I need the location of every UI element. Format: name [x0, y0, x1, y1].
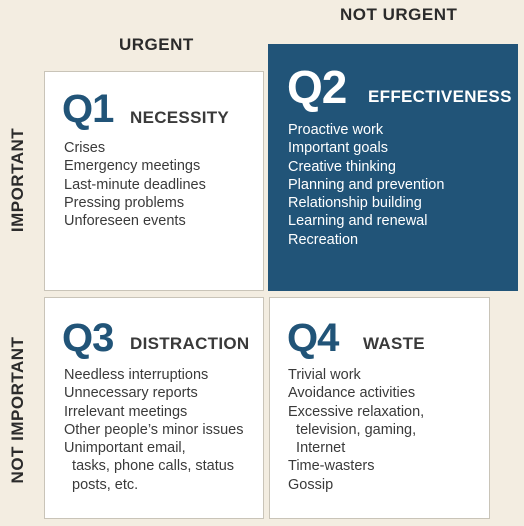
- list-item: Trivial work: [288, 367, 361, 383]
- quadrant-items: Proactive work Important goals Creative …: [288, 121, 444, 249]
- list-item: Crises: [64, 140, 106, 156]
- quadrant-q1: Q1 NECESSITY Crises Emergency meetings L…: [44, 71, 264, 291]
- list-item: Creative thinking: [288, 158, 396, 175]
- quadrant-items: Needless interruptions Unnecessary repor…: [64, 366, 243, 494]
- list-item: Last-minute deadlines: [64, 176, 206, 193]
- list-item: Planning and prevention: [288, 176, 445, 193]
- list-item: Excessive relaxation,: [288, 403, 425, 420]
- list-item: Learning and renewal: [288, 213, 428, 230]
- list-item: Other people’s minor issues: [64, 421, 244, 438]
- quadrant-items: Trivial work Avoidance activities Excess…: [288, 366, 424, 494]
- quadrant-name: EFFECTIVENESS: [368, 87, 512, 106]
- list-item: Unnecessary reports: [64, 385, 198, 402]
- row-header-important: IMPORTANT: [8, 127, 27, 233]
- list-item: Irrelevant meetings: [64, 403, 188, 420]
- list-item: Relationship building: [288, 195, 422, 212]
- list-item: Time-wasters: [288, 458, 375, 475]
- quadrant-q4: Q4 WASTE Trivial work Avoidance activiti…: [269, 297, 490, 519]
- column-header-urgent: URGENT: [119, 35, 194, 54]
- quadrant-name: DISTRACTION: [130, 334, 250, 353]
- list-item: television, gaming,: [288, 421, 417, 438]
- quadrant-name: NECESSITY: [130, 108, 230, 127]
- list-item: posts, etc.: [64, 476, 139, 493]
- list-item: Important goals: [288, 140, 388, 157]
- row-header-not-important: NOT IMPORTANT: [8, 336, 27, 484]
- quadrant-items: Crises Emergency meetings Last-minute de…: [64, 139, 206, 230]
- quadrant-name: WASTE: [363, 334, 425, 353]
- list-item: Unforeseen events: [64, 213, 186, 230]
- quadrant-q2: Q2 EFFECTIVENESS Proactive work Importan…: [268, 44, 518, 291]
- list-item: Gossip: [288, 476, 334, 493]
- quadrant-code: Q2: [287, 61, 347, 113]
- list-item: Proactive work: [288, 122, 384, 138]
- list-item: tasks, phone calls, status: [64, 458, 235, 475]
- quadrant-code: Q3: [62, 316, 114, 360]
- list-item: Pressing problems: [64, 194, 185, 211]
- quadrant-code: Q4: [287, 316, 339, 360]
- quadrant-code: Q1: [62, 87, 114, 131]
- column-header-not-urgent: NOT URGENT: [340, 5, 458, 24]
- list-item: Emergency meetings: [64, 158, 201, 175]
- list-item: Needless interruptions: [64, 367, 209, 383]
- quadrant-q3: Q3 DISTRACTION Needless interruptions Un…: [44, 297, 264, 519]
- list-item: Internet: [288, 440, 346, 457]
- list-item: Unimportant email,: [64, 440, 186, 457]
- list-item: Avoidance activities: [288, 385, 416, 402]
- list-item: Recreation: [288, 231, 359, 248]
